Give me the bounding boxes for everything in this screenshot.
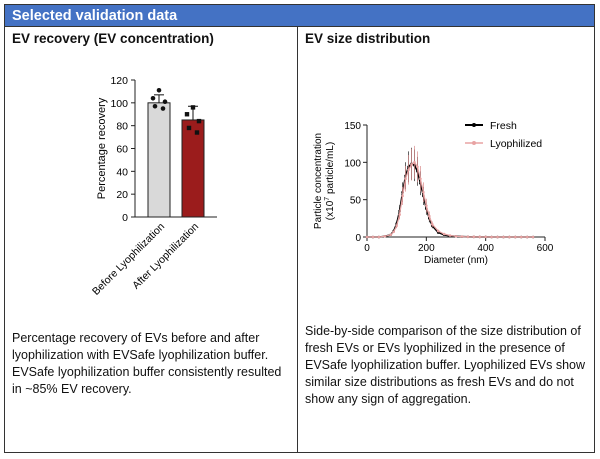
bar-y-tick-label: 60 <box>116 144 128 156</box>
validation-panel: Selected validation data EV recovery (EV… <box>4 4 595 453</box>
series-point <box>365 235 369 239</box>
right-caption: Side-by-side comparison of the size dist… <box>305 324 586 406</box>
series-point <box>410 163 413 166</box>
data-point <box>156 87 162 93</box>
line-x-axis-label: Diameter (nm) <box>424 255 488 266</box>
series-point <box>442 232 446 236</box>
legend-marker <box>472 141 476 145</box>
bar-y-tick-label: 80 <box>116 121 128 133</box>
data-point <box>160 106 166 111</box>
series-point <box>413 161 416 164</box>
series-point <box>448 234 452 237</box>
line-x-tick-label: 0 <box>364 243 370 254</box>
series-point <box>525 235 529 239</box>
right-panel-title: EV size distribution <box>305 31 431 46</box>
section-header: Selected validation data <box>5 5 594 27</box>
series-point <box>519 235 523 239</box>
line-x-tick-label: 200 <box>418 243 435 254</box>
column-divider <box>297 27 298 452</box>
data-point <box>162 99 168 104</box>
data-point <box>150 95 156 101</box>
series-point <box>531 235 535 239</box>
legend-label: Lyophilized <box>490 138 542 150</box>
series-point <box>478 235 482 239</box>
series-point <box>389 233 393 237</box>
bar-y-tick-label: 0 <box>122 212 128 224</box>
series-point <box>514 235 517 239</box>
legend-label: Fresh <box>490 120 517 132</box>
series-point <box>430 223 434 226</box>
series-point <box>508 235 511 239</box>
series-point <box>398 213 401 216</box>
data-point <box>196 118 202 124</box>
series-point <box>490 235 493 239</box>
series-point <box>425 204 428 207</box>
ev-size-distribution-chart: 0 50 100 150 0 200 400 600 Diameter (nm) Particle… <box>313 120 554 266</box>
line-y-tick-label: 150 <box>344 121 361 132</box>
line-x-tick-label: 600 <box>537 243 554 254</box>
series-point <box>460 235 464 238</box>
line-y-tick-label: 0 <box>355 233 361 244</box>
bar-y-tick-label: 40 <box>116 166 128 178</box>
series-point <box>472 235 476 239</box>
line-y-axis-label-2: (x107 particle/mL) <box>324 142 336 220</box>
data-point <box>184 112 190 117</box>
series-point <box>401 194 404 198</box>
series-point <box>436 229 440 233</box>
series-point <box>454 234 458 238</box>
series-point <box>377 235 381 239</box>
series-point <box>422 190 425 194</box>
left-caption: Percentage recovery of EVs before and af… <box>12 331 282 396</box>
left-panel-title: EV recovery (EV concentration) <box>12 31 214 46</box>
bar <box>147 102 171 218</box>
bar-y-tick-label: 20 <box>116 189 128 201</box>
series-point <box>416 165 419 169</box>
series-point <box>371 235 375 239</box>
series-point <box>502 235 505 239</box>
series-point <box>428 214 431 218</box>
series-point <box>383 234 387 238</box>
legend-marker <box>472 123 476 127</box>
series-point <box>395 224 398 228</box>
series-line <box>367 162 534 238</box>
series-point <box>392 230 395 234</box>
series-point <box>419 177 422 181</box>
bar-category-label: After Lyophilization <box>130 221 201 292</box>
series-line <box>367 161 534 238</box>
bar-y-axis-label: Percentage recovery <box>96 97 108 199</box>
series-point <box>466 235 470 239</box>
data-point <box>194 130 200 135</box>
data-point <box>186 125 192 131</box>
data-point <box>152 103 158 109</box>
series-point <box>407 168 410 172</box>
line-y-tick-label: 50 <box>350 196 362 207</box>
series-point <box>484 235 487 239</box>
series-point <box>404 177 407 181</box>
bar-y-tick-label: 120 <box>110 75 128 87</box>
bar-y-tick-label: 100 <box>110 98 128 110</box>
line-y-tick-label: 100 <box>344 158 361 169</box>
line-y-axis-label-1: Particle concentration <box>313 133 324 229</box>
bar <box>181 119 205 218</box>
line-x-tick-label: 400 <box>477 243 494 254</box>
data-point <box>190 105 196 110</box>
series-point <box>496 235 499 239</box>
